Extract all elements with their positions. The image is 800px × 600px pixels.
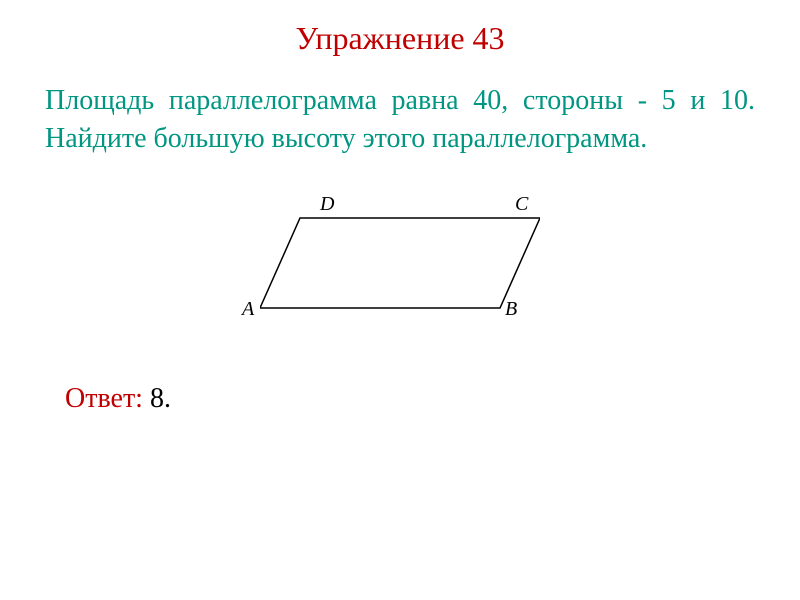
vertex-label-c: C <box>515 193 528 216</box>
parallelogram-shape <box>260 218 540 308</box>
vertex-label-d: D <box>320 193 334 216</box>
parallelogram-svg <box>260 198 540 328</box>
vertex-label-a: A <box>242 298 254 321</box>
vertex-label-b: B <box>505 298 517 321</box>
problem-content: Площадь параллелограмма равна 40, сторон… <box>45 85 755 154</box>
problem-text: Площадь параллелограмма равна 40, сторон… <box>0 57 800 168</box>
answer-value: 8. <box>150 383 171 414</box>
answer-label: Ответ: <box>65 383 143 414</box>
exercise-title: Упражнение 43 <box>0 0 800 57</box>
parallelogram-diagram: D C A B <box>260 198 540 328</box>
answer-block: Ответ: 8. <box>0 383 800 415</box>
title-text: Упражнение 43 <box>295 20 504 56</box>
diagram-container: D C A B <box>0 198 800 328</box>
